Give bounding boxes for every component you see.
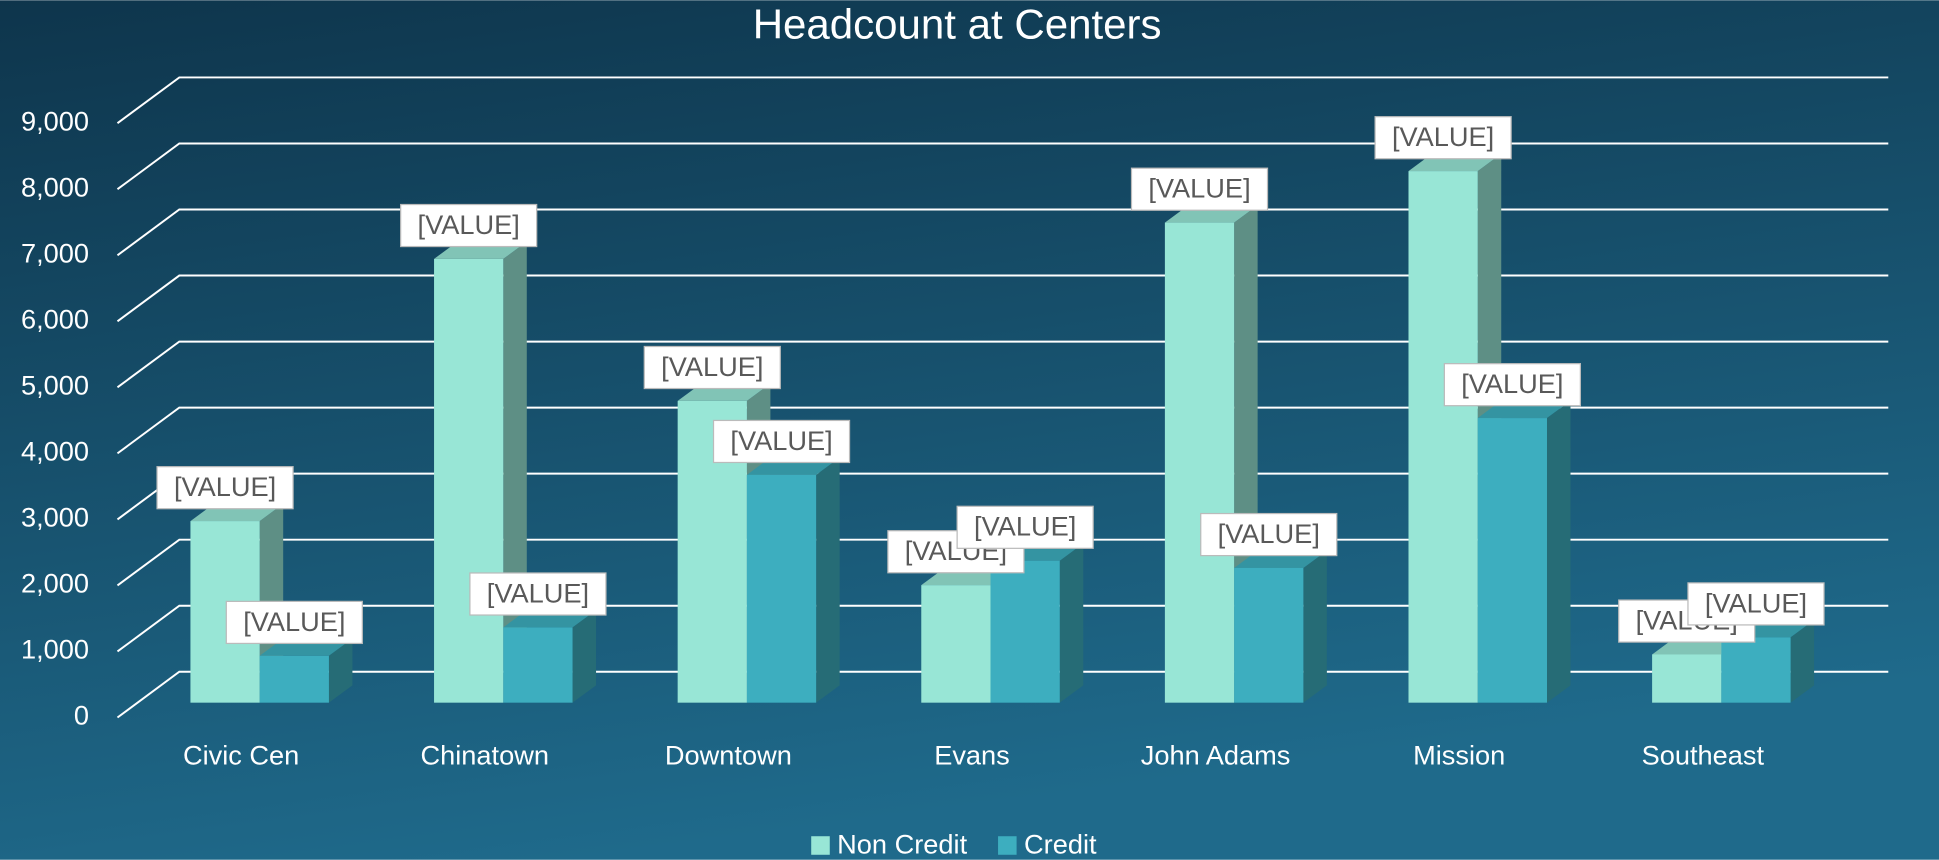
y-tick-label: 0	[74, 700, 89, 731]
x-tick-label: Downtown	[665, 739, 792, 770]
bar	[921, 585, 991, 703]
y-tick-label: 3,000	[21, 502, 89, 533]
bar-side	[572, 610, 597, 703]
data-label: [VALUE]	[1392, 121, 1494, 152]
data-label: [VALUE]	[243, 606, 345, 637]
grid-line	[116, 274, 1889, 323]
data-label: [VALUE]	[418, 209, 520, 240]
bar	[1164, 222, 1235, 703]
y-tick-label: 9,000	[21, 105, 89, 136]
data-label-box	[156, 466, 294, 510]
y-tick-label: 8,000	[21, 171, 89, 202]
bar	[1477, 418, 1547, 703]
x-tick-label: Chinatown	[421, 739, 549, 770]
data-label-box	[1443, 363, 1582, 407]
legend-swatch	[998, 836, 1017, 855]
data-label: [VALUE]	[1705, 587, 1807, 618]
data-label: [VALUE]	[974, 511, 1076, 542]
data-label: [VALUE]	[661, 351, 763, 382]
bar	[746, 474, 817, 703]
data-label-box	[643, 345, 781, 390]
y-tick-label: 6,000	[21, 303, 89, 334]
bar	[434, 258, 504, 703]
data-label-box	[1687, 582, 1825, 626]
bar	[1652, 654, 1722, 703]
bar	[1234, 567, 1304, 703]
grid-line	[116, 142, 1889, 191]
data-label-box	[1200, 512, 1338, 557]
x-tick-label: Civic Cen	[183, 739, 299, 770]
data-label-box	[1130, 167, 1269, 211]
y-tick-label: 7,000	[21, 237, 89, 268]
x-tick-label: Mission	[1413, 739, 1505, 770]
y-tick-label: 5,000	[21, 370, 89, 401]
grid-line	[116, 340, 1889, 389]
bar	[503, 627, 573, 703]
bar	[1408, 171, 1478, 703]
data-label-box	[400, 203, 538, 248]
data-label: [VALUE]	[1148, 173, 1250, 204]
data-label-box	[1374, 116, 1512, 160]
bar-side	[816, 457, 840, 703]
bar-side	[1546, 400, 1571, 703]
data-label: [VALUE]	[487, 577, 589, 608]
x-tick-label: John Adams	[1141, 739, 1291, 770]
legend-label: Non Credit	[837, 828, 967, 859]
data-label-box	[469, 572, 607, 616]
data-label-box	[225, 600, 363, 645]
x-tick-label: Evans	[934, 739, 1010, 770]
bar-side	[1059, 543, 1084, 703]
legend-label: Credit	[1024, 828, 1097, 859]
data-label-box	[956, 505, 1094, 549]
grid-line	[116, 76, 1889, 124]
legend-swatch	[811, 836, 830, 855]
data-label-box	[712, 419, 851, 464]
bar-side	[1790, 619, 1815, 703]
grid-line	[116, 208, 1889, 257]
chart-title: Headcount at Centers	[753, 1, 1162, 48]
x-tick-label: Southeast	[1642, 739, 1765, 770]
bar	[1721, 637, 1791, 703]
bar	[990, 560, 1060, 703]
bar	[259, 655, 329, 703]
data-label: [VALUE]	[174, 471, 276, 502]
data-label: [VALUE]	[1461, 368, 1563, 399]
y-tick-label: 4,000	[21, 436, 89, 467]
data-label: [VALUE]	[730, 425, 832, 456]
y-tick-label: 1,000	[21, 634, 89, 665]
y-tick-label: 2,000	[21, 568, 89, 599]
grid-line	[116, 406, 1889, 455]
bar-side	[328, 638, 353, 703]
data-label: [VALUE]	[1218, 518, 1320, 549]
bar-side	[1303, 550, 1327, 703]
